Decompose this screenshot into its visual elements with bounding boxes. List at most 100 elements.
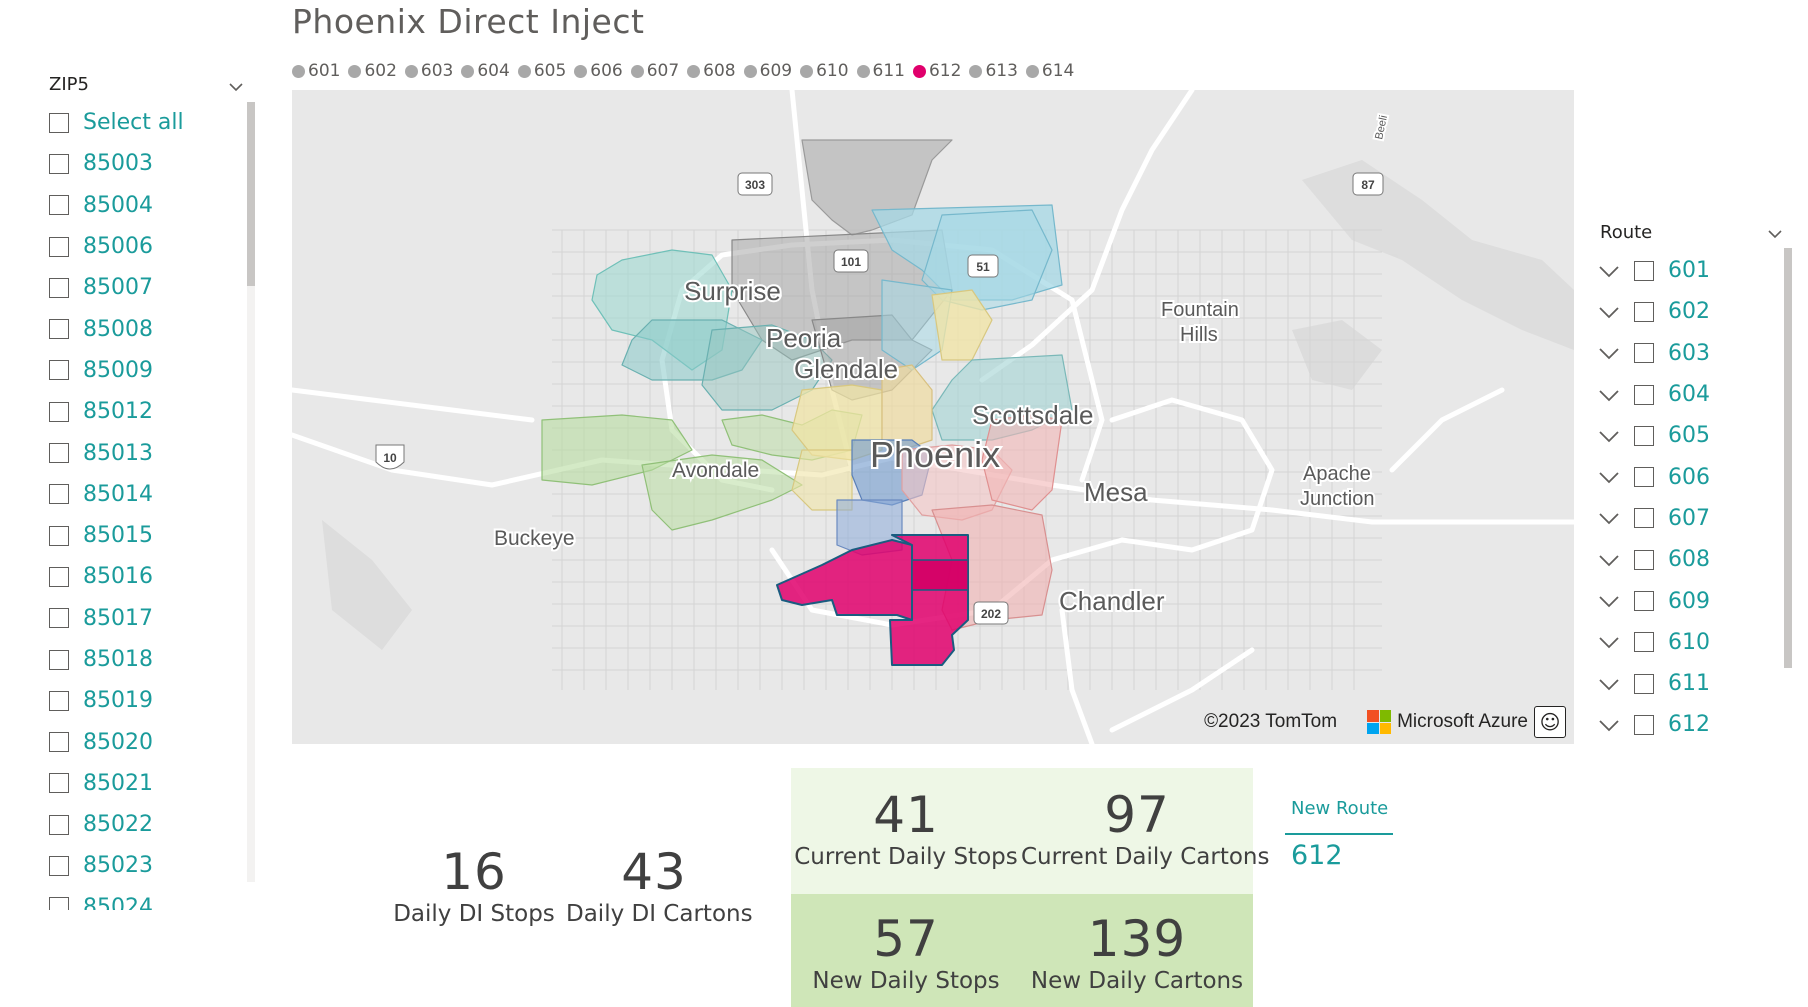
legend-item-604[interactable]: 604 [461, 61, 510, 81]
checkbox[interactable] [49, 112, 69, 133]
route-map[interactable]: Surprise Peoria Glendale Scottsdale Phoe… [292, 90, 1574, 744]
legend-item-605[interactable]: 605 [517, 61, 566, 81]
checkbox[interactable] [49, 236, 69, 257]
legend-item-606[interactable]: 606 [574, 61, 623, 81]
route-option-601[interactable]: 601 [1598, 250, 1768, 291]
checkbox[interactable] [1634, 549, 1654, 570]
zip-option-85012[interactable]: 85012 [49, 391, 239, 432]
legend-item-602[interactable]: 602 [348, 61, 397, 81]
smiley-icon[interactable]: ☺ [1534, 706, 1566, 738]
zip-select-all[interactable]: Select all [49, 102, 239, 143]
checkbox[interactable] [49, 732, 69, 753]
chevron-down-icon[interactable] [1598, 549, 1620, 571]
route-scrollbar[interactable] [1784, 248, 1792, 668]
checkbox[interactable] [49, 649, 69, 670]
checkbox[interactable] [49, 773, 69, 794]
route-option-611[interactable]: 611 [1598, 663, 1768, 704]
checkbox[interactable] [49, 360, 69, 381]
checkbox[interactable] [49, 401, 69, 422]
checkbox[interactable] [1634, 260, 1654, 281]
checkbox[interactable] [1634, 384, 1654, 405]
chevron-down-icon[interactable] [1598, 714, 1620, 736]
checkbox[interactable] [49, 195, 69, 216]
zip-option-85014[interactable]: 85014 [49, 474, 239, 515]
route-option-612[interactable]: 612 [1598, 704, 1768, 745]
zip-option-85006[interactable]: 85006 [49, 226, 239, 267]
zip-option-85003[interactable]: 85003 [49, 143, 239, 184]
chevron-down-icon[interactable] [1598, 466, 1620, 488]
route-option-609[interactable]: 609 [1598, 580, 1768, 621]
zip-option-85024[interactable]: 85024 [49, 887, 239, 910]
route-option-603[interactable]: 603 [1598, 333, 1768, 374]
checkbox[interactable] [49, 319, 69, 340]
chevron-down-icon[interactable] [1598, 260, 1620, 282]
chevron-down-icon[interactable] [1768, 227, 1782, 241]
checkbox[interactable] [49, 484, 69, 505]
chevron-down-icon[interactable] [1598, 425, 1620, 447]
zip-option-85017[interactable]: 85017 [49, 598, 239, 639]
checkbox[interactable] [49, 566, 69, 587]
zip-option-85023[interactable]: 85023 [49, 845, 239, 886]
route-option-608[interactable]: 608 [1598, 539, 1768, 580]
map-canvas[interactable]: Surprise Peoria Glendale Scottsdale Phoe… [292, 90, 1574, 744]
route-option-602[interactable]: 602 [1598, 291, 1768, 332]
chevron-down-icon[interactable] [1598, 631, 1620, 653]
zip-scrollbar-thumb[interactable] [247, 102, 255, 286]
legend-item-614[interactable]: 614 [1025, 61, 1074, 81]
checkbox[interactable] [1634, 673, 1654, 694]
legend-item-609[interactable]: 609 [743, 61, 792, 81]
chevron-down-icon[interactable] [1598, 673, 1620, 695]
legend-item-611[interactable]: 611 [856, 61, 905, 81]
checkbox[interactable] [49, 277, 69, 298]
route-option-610[interactable]: 610 [1598, 622, 1768, 663]
zip-option-85007[interactable]: 85007 [49, 267, 239, 308]
checkbox[interactable] [49, 814, 69, 835]
checkbox[interactable] [49, 608, 69, 629]
checkbox[interactable] [1634, 632, 1654, 653]
checkbox[interactable] [1634, 508, 1654, 529]
route-scrollbar-thumb[interactable] [1784, 248, 1792, 668]
checkbox[interactable] [49, 690, 69, 711]
chevron-down-icon[interactable] [1598, 384, 1620, 406]
zip-option-85004[interactable]: 85004 [49, 185, 239, 226]
zip-option-85018[interactable]: 85018 [49, 639, 239, 680]
chevron-down-icon[interactable] [1598, 507, 1620, 529]
zip-option-85019[interactable]: 85019 [49, 680, 239, 721]
chevron-down-icon[interactable] [1598, 301, 1620, 323]
legend-item-607[interactable]: 607 [630, 61, 679, 81]
checkbox[interactable] [49, 153, 69, 174]
route-option-606[interactable]: 606 [1598, 456, 1768, 497]
legend-item-613[interactable]: 613 [969, 61, 1018, 81]
checkbox[interactable] [49, 525, 69, 546]
zip-option-85008[interactable]: 85008 [49, 308, 239, 349]
route-option-label: 602 [1668, 299, 1710, 325]
zip-option-85020[interactable]: 85020 [49, 721, 239, 762]
checkbox[interactable] [49, 443, 69, 464]
route-option-604[interactable]: 604 [1598, 374, 1768, 415]
zip-option-85016[interactable]: 85016 [49, 556, 239, 597]
chevron-down-icon[interactable] [1598, 342, 1620, 364]
checkbox[interactable] [1634, 714, 1654, 735]
chevron-down-icon[interactable] [229, 80, 243, 94]
zip-option-85022[interactable]: 85022 [49, 804, 239, 845]
zip-option-85021[interactable]: 85021 [49, 763, 239, 804]
checkbox[interactable] [49, 897, 69, 910]
route-option-605[interactable]: 605 [1598, 415, 1768, 456]
checkbox[interactable] [1634, 301, 1654, 322]
zip-scrollbar[interactable] [247, 102, 255, 882]
legend-item-612[interactable]: 612 [912, 61, 961, 81]
checkbox[interactable] [1634, 425, 1654, 446]
zip-option-85013[interactable]: 85013 [49, 432, 239, 473]
checkbox[interactable] [1634, 343, 1654, 364]
checkbox[interactable] [1634, 591, 1654, 612]
checkbox[interactable] [49, 855, 69, 876]
legend-item-603[interactable]: 603 [404, 61, 453, 81]
chevron-down-icon[interactable] [1598, 590, 1620, 612]
legend-item-601[interactable]: 601 [292, 61, 340, 81]
checkbox[interactable] [1634, 467, 1654, 488]
zip-option-85015[interactable]: 85015 [49, 515, 239, 556]
legend-item-608[interactable]: 608 [687, 61, 736, 81]
zip-option-85009[interactable]: 85009 [49, 350, 239, 391]
legend-item-610[interactable]: 610 [800, 61, 849, 81]
route-option-607[interactable]: 607 [1598, 498, 1768, 539]
